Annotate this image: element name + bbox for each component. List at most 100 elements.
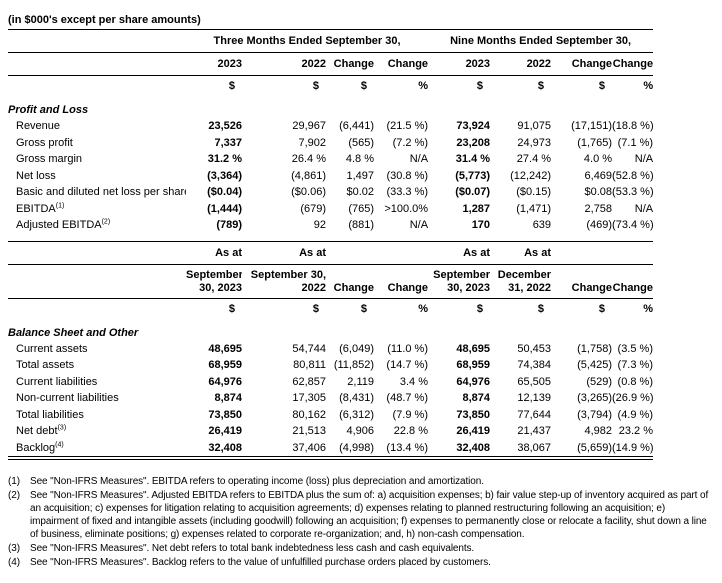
value-cell: (3,794) xyxy=(577,408,612,421)
unit-cell: $ xyxy=(228,302,235,315)
value-cell: ($0.04) xyxy=(207,186,242,198)
footnote: (1) See "Non-IFRS Measures". EBITDA refer… xyxy=(8,475,716,488)
asat-header-row: As at As at As at As at xyxy=(8,240,653,265)
table-row: EBITDA(1) (1,444) (679) (765) >100.0% 1,… xyxy=(8,201,653,218)
unit-cell: $ xyxy=(537,80,545,92)
row-label: Gross profit xyxy=(16,136,73,149)
year-header: 2022 xyxy=(242,52,326,76)
row-label: Net debt(3) xyxy=(16,424,67,437)
value-cell: (1,758) xyxy=(577,342,612,355)
value-cell: 170 xyxy=(471,219,491,231)
table-row: Basic and diluted net loss per share ($0… xyxy=(8,184,653,201)
unit-cell: $ xyxy=(537,302,544,315)
year-header: Change xyxy=(326,52,374,76)
value-cell: 17,305 xyxy=(292,392,326,404)
value-cell: (469) xyxy=(586,219,613,231)
footnote-number: (3) xyxy=(8,543,20,554)
footnote-text: See "Non-IFRS Measures". Net debt refers… xyxy=(30,543,475,554)
value-cell: (1,444) xyxy=(207,202,242,215)
unit-cell: $ xyxy=(598,302,605,315)
value-cell: (5,425) xyxy=(577,359,612,371)
unit-cell: % xyxy=(643,302,653,315)
value-cell: (18.8 %) xyxy=(612,120,654,132)
value-cell: (881) xyxy=(348,219,374,231)
year-header: 2022 xyxy=(490,52,552,76)
spacer-cell xyxy=(8,76,186,98)
value-cell: ($0.07) xyxy=(455,186,491,198)
unit-cell: % xyxy=(418,80,429,92)
value-cell: 4.8 % xyxy=(345,153,374,165)
value-cell: (6,312) xyxy=(339,408,374,421)
value-cell: 77,644 xyxy=(517,408,551,421)
value-cell: 21,513 xyxy=(292,425,326,437)
value-cell: (14.9 %) xyxy=(612,439,653,460)
value-cell: 639 xyxy=(532,219,552,231)
year-header: 2023 xyxy=(428,52,491,76)
unit-cell: % xyxy=(418,302,428,315)
footnote-number: (4) xyxy=(8,557,20,568)
value-cell: 2,758 xyxy=(584,202,613,215)
period-header: Three Months Ended September 30, xyxy=(186,30,429,53)
value-cell: 50,453 xyxy=(517,342,551,355)
value-cell: (1,471) xyxy=(516,202,552,215)
value-cell: (529) xyxy=(586,375,612,388)
value-cell: (5,659) xyxy=(551,439,612,460)
date-header: September 30, 2023 xyxy=(186,264,242,299)
value-cell: >100.0% xyxy=(384,202,429,215)
value-cell: 91,075 xyxy=(517,120,552,132)
value-cell: (3.5 %) xyxy=(617,342,653,355)
period-header-row: Three Months Ended September 30, Nine Mo… xyxy=(8,30,654,53)
value-cell: ($0.15) xyxy=(516,186,552,198)
value-cell: (6,049) xyxy=(339,342,374,355)
value-cell: N/A xyxy=(409,219,429,231)
value-cell: (789) xyxy=(216,219,242,231)
asat-label: As at xyxy=(186,240,242,265)
row-label: Gross margin xyxy=(16,153,83,165)
value-cell: (11,852) xyxy=(333,359,374,371)
date-header: September 30, 2022 xyxy=(242,264,326,299)
value-cell: 80,811 xyxy=(293,359,326,371)
value-cell: 12,139 xyxy=(517,392,551,404)
value-cell: $0.08 xyxy=(584,186,613,198)
footnote-ref: (2) xyxy=(101,218,111,226)
value-cell: (53.3 %) xyxy=(612,186,654,198)
value-cell: (3,364) xyxy=(207,169,242,182)
year-header: Change xyxy=(374,52,429,76)
unit-row: $ $ $ % $ $ $ % xyxy=(8,76,653,98)
value-cell: (679) xyxy=(300,202,326,215)
unit-cell: $ xyxy=(476,302,483,315)
date-header: Change xyxy=(374,264,428,299)
year-header: Change xyxy=(551,52,613,76)
value-cell: (52.8 %) xyxy=(612,169,654,182)
value-cell: 24,973 xyxy=(517,136,552,149)
value-cell: 3.4 % xyxy=(399,375,428,388)
row-label: Basic and diluted net loss per share xyxy=(16,186,186,198)
value-cell: (8,431) xyxy=(339,392,374,404)
row-label: Current assets xyxy=(16,342,88,355)
value-cell: 22.8 % xyxy=(393,425,428,437)
value-cell: N/A xyxy=(634,153,654,165)
value-cell: 8,874 xyxy=(462,392,490,404)
date-header: December 31, 2022 xyxy=(490,264,551,299)
value-cell: 6,469 xyxy=(584,169,613,182)
unit-cell: $ xyxy=(360,302,367,315)
spacer-cell xyxy=(326,240,374,265)
value-cell: (11.0 %) xyxy=(387,342,428,355)
value-cell: 29,967 xyxy=(292,120,326,132)
table-row: Total liabilities 73,850 80,162 (6,312) … xyxy=(8,407,653,424)
spacer-cell xyxy=(8,298,186,320)
spacer-cell xyxy=(8,52,186,76)
value-cell: (17,151) xyxy=(571,120,613,132)
value-cell: 73,850 xyxy=(208,408,242,421)
value-cell: 23,208 xyxy=(456,136,491,149)
value-cell: 4,982 xyxy=(584,425,612,437)
profit-and-loss-table: Three Months Ended September 30, Nine Mo… xyxy=(8,30,654,234)
row-label: Revenue xyxy=(16,120,61,132)
footnote: (2) See "Non-IFRS Measures". Adjusted EBI… xyxy=(8,489,716,541)
table-row: Backlog(4) 32,408 37,406 (4,998) (13.4 %… xyxy=(8,439,653,460)
value-cell: 62,857 xyxy=(292,375,326,388)
value-cell: 4.0 % xyxy=(583,153,613,165)
value-cell: 1,497 xyxy=(346,169,374,182)
table-row: Current liabilities 64,976 62,857 2,119 … xyxy=(8,374,653,391)
table-row: Net loss (3,364) (4,861) 1,497 (30.8 %) … xyxy=(8,168,653,185)
